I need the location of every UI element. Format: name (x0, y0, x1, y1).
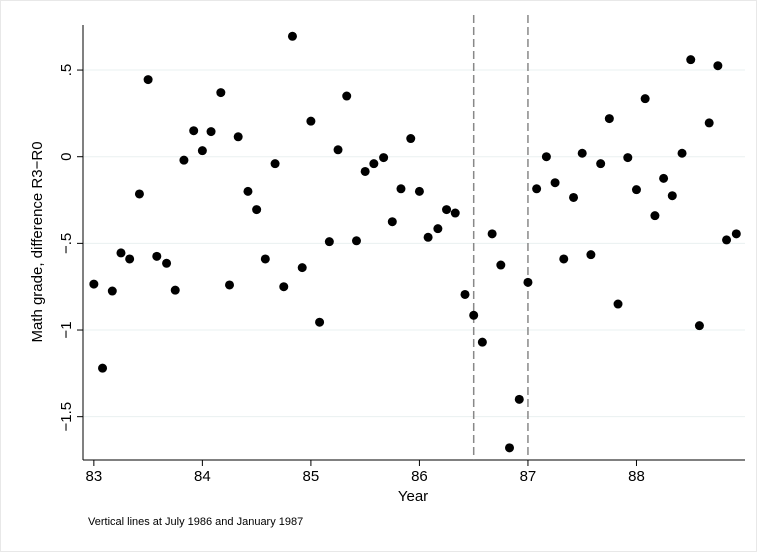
point (541, 152, 551, 162)
point (414, 186, 424, 196)
point (333, 145, 343, 155)
point (315, 317, 325, 327)
point (297, 263, 307, 273)
x-tick-label: 86 (411, 468, 428, 485)
point (369, 159, 379, 169)
point (613, 299, 623, 309)
point (360, 166, 370, 176)
point (631, 185, 641, 195)
point (179, 155, 189, 165)
point (206, 127, 216, 137)
point (379, 153, 389, 163)
point (577, 148, 587, 158)
y-tick-label: .5 (58, 64, 75, 77)
y-tick-label: −1.5 (58, 402, 75, 432)
point (477, 337, 487, 347)
point (460, 289, 470, 299)
point (694, 321, 704, 331)
point (559, 254, 569, 264)
point (107, 286, 117, 296)
x-axis-label: Year (398, 488, 428, 505)
y-tick-label: −1 (58, 321, 75, 338)
point (152, 251, 162, 261)
point (496, 260, 506, 270)
point (125, 254, 135, 264)
point (396, 184, 406, 194)
point (586, 250, 596, 260)
point (469, 310, 479, 320)
point (287, 31, 297, 41)
point (532, 184, 542, 194)
point (722, 235, 732, 245)
point (351, 236, 361, 246)
point (324, 237, 334, 247)
point (640, 94, 650, 104)
x-tick-label: 83 (86, 468, 103, 485)
point (514, 394, 524, 404)
point (387, 217, 397, 227)
point (216, 88, 226, 98)
point (342, 91, 352, 101)
point (450, 208, 460, 218)
point (677, 148, 687, 158)
point (731, 229, 741, 239)
point (162, 258, 172, 268)
point (659, 173, 669, 183)
point (116, 248, 126, 258)
point (604, 114, 614, 124)
point (225, 280, 235, 290)
note: Vertical lines at July 1986 and January … (88, 516, 303, 528)
point (713, 61, 723, 71)
point (143, 75, 153, 85)
point (433, 224, 443, 234)
point (550, 178, 560, 188)
point (623, 153, 633, 163)
y-tick-label: 0 (58, 153, 75, 161)
point (569, 192, 579, 202)
point (650, 211, 660, 221)
point (505, 443, 515, 453)
y-tick-label: −.5 (58, 233, 75, 254)
point (243, 186, 253, 196)
point (686, 55, 696, 65)
point (523, 277, 533, 287)
point (596, 159, 606, 169)
point (260, 254, 270, 264)
point (170, 285, 180, 295)
point (306, 116, 316, 126)
x-tick-label: 85 (303, 468, 320, 485)
point (423, 232, 433, 242)
point (667, 191, 677, 201)
point (134, 189, 144, 199)
x-tick-label: 88 (628, 468, 645, 485)
point (487, 229, 497, 239)
point (197, 146, 207, 156)
point (406, 134, 416, 144)
point (98, 363, 108, 373)
point (89, 279, 99, 289)
x-tick-label: 87 (520, 468, 537, 485)
point (252, 205, 262, 215)
point (189, 126, 199, 136)
point (442, 205, 452, 215)
x-tick-label: 84 (194, 468, 211, 485)
point (233, 132, 243, 142)
point (704, 118, 714, 128)
point (279, 282, 289, 292)
point (270, 159, 280, 169)
y-axis-label: Math grade, difference R3−R0 (29, 141, 46, 342)
